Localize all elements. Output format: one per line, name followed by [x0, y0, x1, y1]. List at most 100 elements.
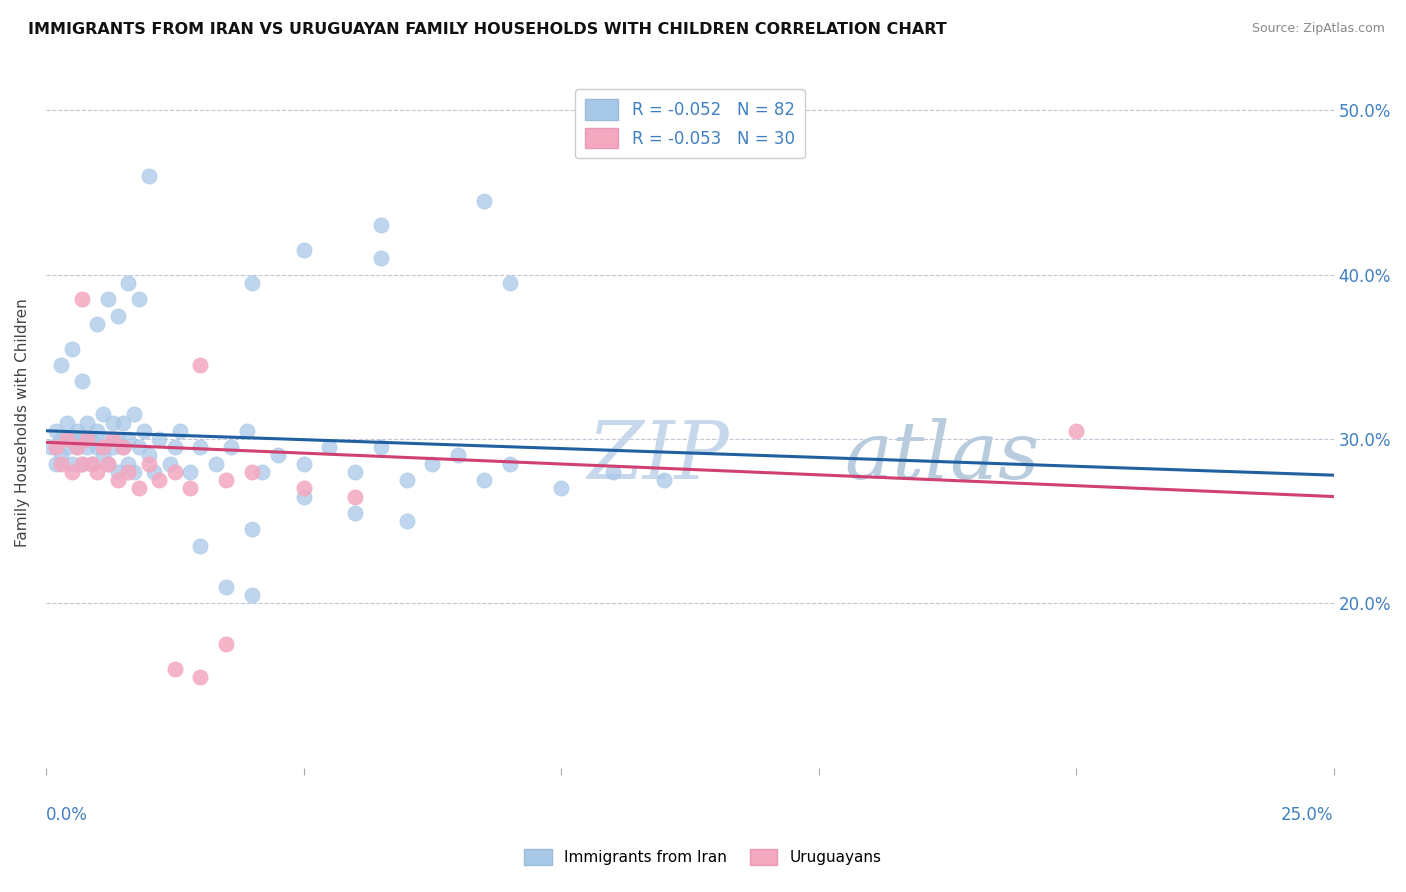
Text: 0.0%: 0.0%	[46, 805, 87, 823]
Point	[472, 473, 495, 487]
Point	[76, 440, 98, 454]
Point	[292, 490, 315, 504]
Point	[101, 432, 124, 446]
Point	[122, 408, 145, 422]
Point	[128, 481, 150, 495]
Point	[91, 408, 114, 422]
Point	[117, 432, 139, 446]
Point	[66, 440, 89, 454]
Point	[55, 416, 77, 430]
Point	[1064, 424, 1087, 438]
Point	[498, 276, 520, 290]
Point	[205, 457, 228, 471]
Point	[550, 481, 572, 495]
Point	[215, 637, 238, 651]
Point	[86, 424, 108, 438]
Point	[292, 481, 315, 495]
Point	[652, 473, 675, 487]
Point	[60, 465, 83, 479]
Point	[107, 432, 129, 446]
Point	[128, 440, 150, 454]
Point	[370, 440, 392, 454]
Point	[132, 424, 155, 438]
Point	[51, 449, 73, 463]
Text: IMMIGRANTS FROM IRAN VS URUGUAYAN FAMILY HOUSEHOLDS WITH CHILDREN CORRELATION CH: IMMIGRANTS FROM IRAN VS URUGUAYAN FAMILY…	[28, 22, 946, 37]
Point	[163, 440, 186, 454]
Point	[45, 424, 67, 438]
Point	[112, 440, 135, 454]
Point	[45, 440, 67, 454]
Point	[82, 432, 104, 446]
Point	[117, 457, 139, 471]
Point	[128, 293, 150, 307]
Point	[107, 465, 129, 479]
Point	[117, 465, 139, 479]
Point	[51, 432, 73, 446]
Point	[252, 465, 274, 479]
Point	[215, 473, 238, 487]
Y-axis label: Family Households with Children: Family Households with Children	[15, 298, 30, 547]
Point	[163, 662, 186, 676]
Point	[66, 440, 89, 454]
Point	[138, 449, 160, 463]
Point	[112, 416, 135, 430]
Point	[82, 457, 104, 471]
Point	[447, 449, 470, 463]
Point	[70, 375, 93, 389]
Point	[370, 251, 392, 265]
Point	[420, 457, 443, 471]
Point	[101, 416, 124, 430]
Point	[148, 432, 170, 446]
Point	[70, 293, 93, 307]
Point	[240, 522, 263, 536]
Point	[91, 440, 114, 454]
Point	[143, 465, 166, 479]
Point	[117, 276, 139, 290]
Point	[55, 440, 77, 454]
Point	[343, 465, 366, 479]
Point	[55, 432, 77, 446]
Point	[51, 358, 73, 372]
Point	[91, 449, 114, 463]
Text: 25.0%: 25.0%	[1281, 805, 1334, 823]
Point	[343, 490, 366, 504]
Point	[343, 506, 366, 520]
Point	[60, 432, 83, 446]
Point	[190, 358, 212, 372]
Point	[221, 440, 243, 454]
Point	[163, 465, 186, 479]
Point	[86, 317, 108, 331]
Point	[190, 440, 212, 454]
Point	[292, 243, 315, 257]
Point	[101, 440, 124, 454]
Point	[122, 465, 145, 479]
Point	[107, 473, 129, 487]
Point	[169, 424, 191, 438]
Point	[148, 473, 170, 487]
Point	[179, 481, 201, 495]
Point	[70, 457, 93, 471]
Point	[240, 588, 263, 602]
Point	[70, 432, 93, 446]
Point	[97, 432, 120, 446]
Point	[215, 580, 238, 594]
Point	[190, 670, 212, 684]
Point	[107, 309, 129, 323]
Point	[292, 457, 315, 471]
Legend: Immigrants from Iran, Uruguayans: Immigrants from Iran, Uruguayans	[519, 843, 887, 871]
Point	[138, 169, 160, 183]
Point	[51, 457, 73, 471]
Point	[240, 276, 263, 290]
Point	[86, 440, 108, 454]
Point	[159, 457, 181, 471]
Point	[498, 457, 520, 471]
Point	[86, 465, 108, 479]
Point	[45, 457, 67, 471]
Point	[76, 416, 98, 430]
Text: Source: ZipAtlas.com: Source: ZipAtlas.com	[1251, 22, 1385, 36]
Point	[267, 449, 290, 463]
Point	[179, 465, 201, 479]
Point	[602, 465, 624, 479]
Point	[236, 424, 259, 438]
Text: atlas: atlas	[845, 418, 1039, 496]
